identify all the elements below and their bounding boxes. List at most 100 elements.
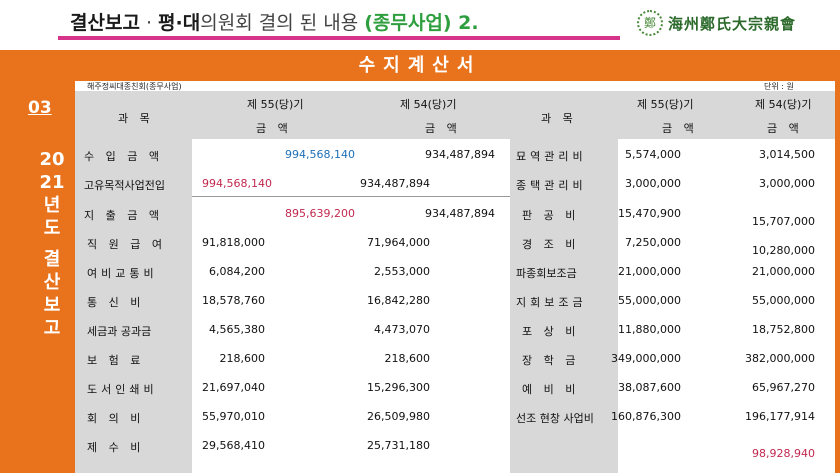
left-previous-amount-header: 금 액 <box>425 122 461 135</box>
left-current-header: 제 55(당)기 <box>247 98 304 111</box>
clan-name-logo: 海州鄭氏大宗親會 <box>668 15 797 33</box>
right-row-current: 21,000,000 <box>618 265 681 278</box>
left-item-column <box>75 91 192 473</box>
right-row-label: 종택관리비 <box>516 179 587 192</box>
clan-seal-logo: 鄭 <box>637 10 663 36</box>
right-row-label: 묘역관리비 <box>516 150 587 163</box>
section-vertical-label: 20 21 년 도 결 산 보 고 <box>34 148 70 340</box>
right-row-previous-total: 98,928,940 <box>752 447 815 460</box>
left-item-header: 과 목 <box>118 112 154 125</box>
right-row-label: 예 비 비 <box>522 383 580 396</box>
left-row-label: 보 험 료 <box>87 354 145 367</box>
document-title: 수지계산서 <box>358 55 482 76</box>
vertical-char: 20 <box>39 149 65 170</box>
right-row-label: 포 상 비 <box>522 325 580 338</box>
right-row-label: 지회보조금 <box>516 296 587 309</box>
right-row-current: 7,250,000 <box>625 236 681 249</box>
statement-table: 해주정씨대종친회(종무사업) 단위 : 원 과 목 제 55(당)기 금 액 제… <box>75 81 835 473</box>
right-previous-amount-header: 금 액 <box>767 122 803 135</box>
right-previous-header: 제 54(당)기 <box>755 98 812 111</box>
left-row-current: 895,639,200 <box>285 207 355 220</box>
left-row-label: 고유목적사업전입 <box>84 179 165 192</box>
left-row-current-sub: 21,697,040 <box>202 381 265 394</box>
right-row-previous: 15,707,000 <box>752 215 815 228</box>
right-row-current: 38,087,600 <box>618 381 681 394</box>
left-row-current-sub: 91,818,000 <box>202 236 265 249</box>
vertical-char: 년 <box>43 195 61 216</box>
vertical-char: 도 <box>43 218 61 239</box>
right-row-current: 3,000,000 <box>625 177 681 190</box>
right-row-label: 선조 현창 사업비 <box>516 412 594 425</box>
title-underline <box>58 36 620 40</box>
title-dot: · <box>139 12 159 34</box>
unit-label: 단위 : 원 <box>764 82 794 91</box>
left-row-previous-sub: 218,600 <box>384 352 431 365</box>
left-previous-header: 제 54(당)기 <box>400 98 457 111</box>
left-row-previous: 934,487,894 <box>425 207 495 220</box>
left-row-current-sub: 18,578,760 <box>202 294 265 307</box>
left-row-current-sub: 218,600 <box>219 352 266 365</box>
left-row-label: 회 의 비 <box>87 412 145 425</box>
right-row-current: 349,000,000 <box>611 352 681 365</box>
left-row-previous-sub: 71,964,000 <box>367 236 430 249</box>
right-row-previous: 18,752,800 <box>752 323 815 336</box>
right-row-label: 장 학 금 <box>522 354 580 367</box>
left-row-label: 지 출 금 액 <box>84 209 163 222</box>
right-item-header: 과 목 <box>541 112 577 125</box>
right-row-previous: 382,000,000 <box>745 352 815 365</box>
right-row-current: 15,470,900 <box>618 207 681 220</box>
right-row-previous: 21,000,000 <box>752 265 815 278</box>
right-row-current: 11,880,000 <box>618 323 681 336</box>
right-row-current: 160,876,300 <box>611 410 681 423</box>
left-row-previous-sub: 2,553,000 <box>374 265 430 278</box>
title-part-resolution: 의원회 결의 된 내용 <box>200 12 365 34</box>
vertical-char: 고 <box>43 318 61 339</box>
vertical-spacer <box>34 240 70 248</box>
vertical-char: 21 <box>39 172 65 193</box>
right-row-previous: 65,967,270 <box>752 381 815 394</box>
left-row-previous-sub: 26,509,980 <box>367 410 430 423</box>
right-current-header: 제 55(당)기 <box>637 98 694 111</box>
vertical-char: 결 <box>43 249 61 270</box>
section-number: 03 <box>28 98 52 118</box>
right-row-label: 판 공 비 <box>522 209 580 222</box>
left-row-label: 통 신 비 <box>87 296 145 309</box>
right-row-current: 55,000,000 <box>618 294 681 307</box>
right-row-label: 경 조 비 <box>522 238 580 251</box>
right-row-previous: 10,280,000 <box>752 244 815 257</box>
right-item-column <box>510 91 618 473</box>
left-row-label: 도서인쇄비 <box>87 383 158 396</box>
vertical-char: 보 <box>43 295 61 316</box>
left-row-current-sub: 55,970,010 <box>202 410 265 423</box>
right-row-previous: 3,014,500 <box>759 148 815 161</box>
right-row-previous: 55,000,000 <box>752 294 815 307</box>
vertical-char: 산 <box>43 272 61 293</box>
right-header-band <box>618 91 835 139</box>
right-row-current: 5,574,000 <box>625 148 681 161</box>
title-part-council: 평·대 <box>158 12 201 34</box>
left-row-previous-sub: 25,731,180 <box>367 439 430 452</box>
left-row-label: 수 입 금 액 <box>84 150 163 163</box>
left-row-previous-sub: 4,473,070 <box>374 323 430 336</box>
right-row-previous: 196,177,914 <box>745 410 815 423</box>
left-current-amount-header: 금 액 <box>256 122 292 135</box>
left-row-previous: 934,487,894 <box>425 148 495 161</box>
left-row-label: 직 원 급 여 <box>87 238 166 251</box>
right-row-previous: 3,000,000 <box>759 177 815 190</box>
section-separator <box>192 196 510 197</box>
left-row-label: 세금과 공과금 <box>87 325 152 338</box>
left-row-previous-sub: 16,842,280 <box>367 294 430 307</box>
left-row-current-sub: 29,568,410 <box>202 439 265 452</box>
left-row-previous-sub: 934,487,894 <box>360 177 430 190</box>
right-current-amount-header: 금 액 <box>662 122 698 135</box>
left-row-previous-sub: 15,296,300 <box>367 381 430 394</box>
left-header-band <box>192 91 510 139</box>
left-row-current-sub: 6,084,200 <box>209 265 265 278</box>
left-row-label: 여비교통비 <box>87 267 158 280</box>
left-row-current-sub: 994,568,140 <box>202 177 272 190</box>
left-row-current: 994,568,140 <box>285 148 355 161</box>
left-row-label: 제 수 비 <box>87 441 145 454</box>
page-header: 결산보고 · 평·대의원회 결의 된 내용 (종무사업) 2. 鄭 海州鄭氏大宗… <box>0 0 840 48</box>
title-part-report: 결산보고 <box>70 12 140 34</box>
left-row-current-sub: 4,565,380 <box>209 323 265 336</box>
